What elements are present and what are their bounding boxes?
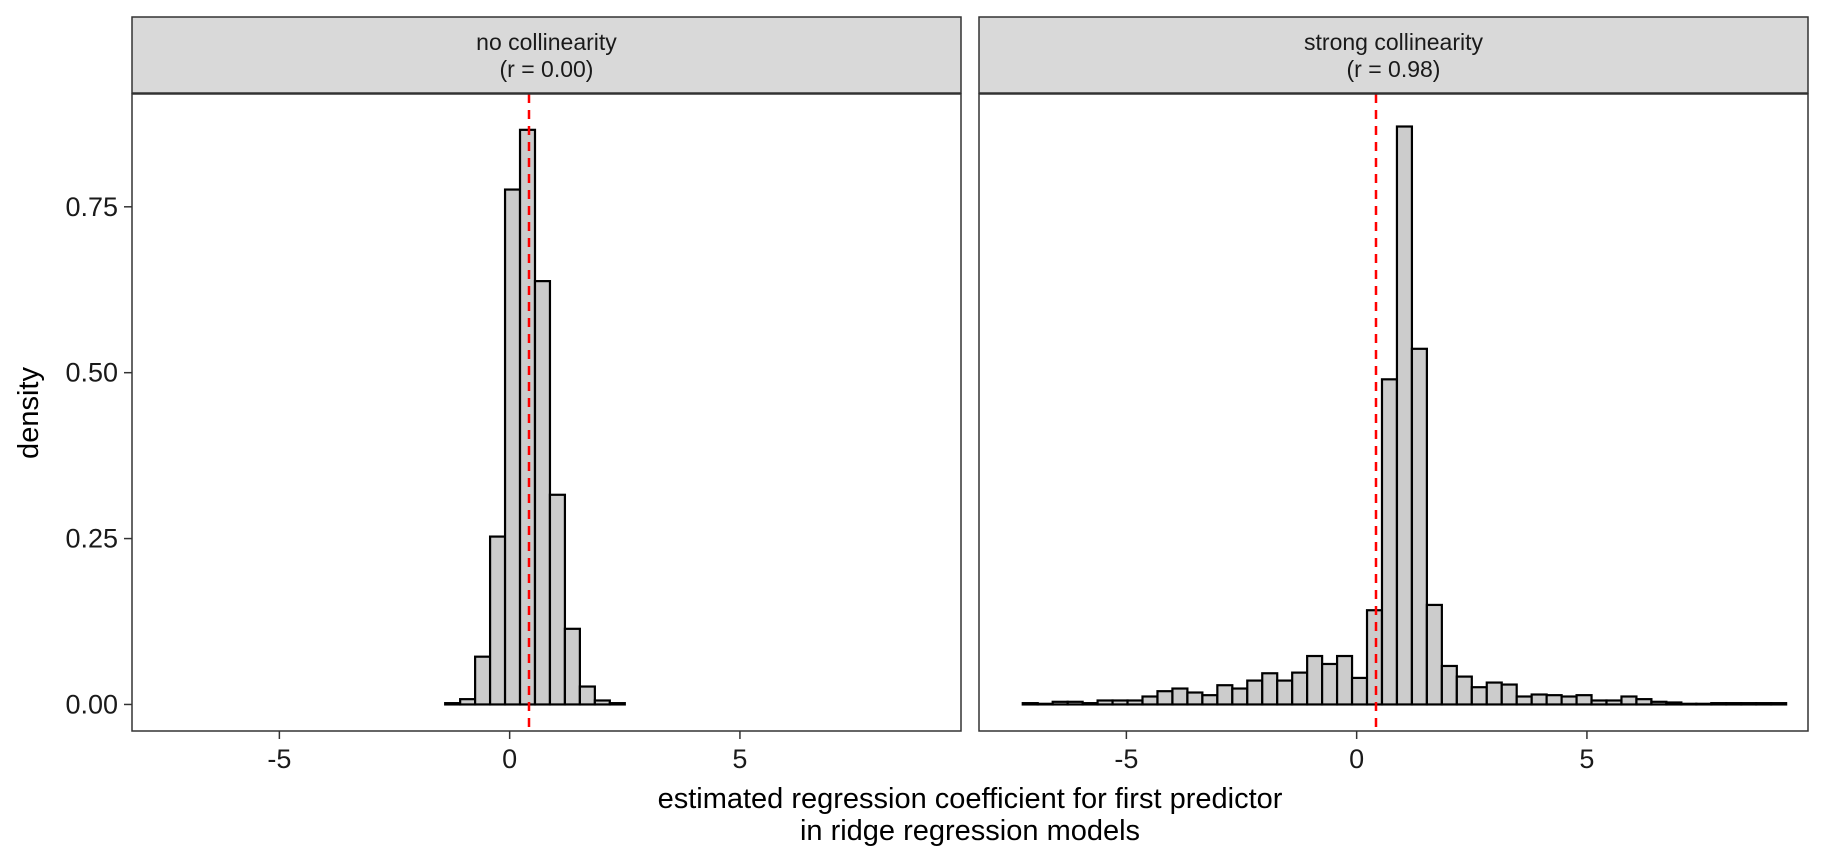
histogram-bar bbox=[1335, 654, 1354, 706]
histogram-bar bbox=[1530, 693, 1548, 706]
y-tick-label: 0.00 bbox=[65, 689, 118, 719]
histogram-bar bbox=[1171, 687, 1189, 706]
x-tick-label: 5 bbox=[732, 744, 747, 774]
strip-label-line2: (r = 0.00) bbox=[500, 56, 594, 82]
histogram-bar bbox=[563, 627, 581, 706]
histogram-bar bbox=[474, 655, 492, 706]
histogram-bar bbox=[1021, 702, 1039, 706]
histogram-bar bbox=[503, 188, 522, 706]
plot-border bbox=[978, 93, 1809, 732]
panel-no-collinearity: no collinearity (r = 0.00) -5 0 5 bbox=[131, 16, 962, 774]
strip-background bbox=[978, 16, 1809, 94]
histogram-bar bbox=[1111, 699, 1129, 706]
strip-label-line2: (r = 0.98) bbox=[1347, 56, 1441, 82]
histogram-bar bbox=[1246, 679, 1264, 706]
y-tick-label: 0.50 bbox=[65, 358, 118, 388]
histogram-bar bbox=[1590, 699, 1608, 706]
histogram-bar bbox=[608, 702, 626, 706]
x-axis-ticks: -5 0 5 bbox=[1114, 731, 1594, 774]
y-axis-ticks: 0.00 0.25 0.50 0.75 bbox=[65, 192, 132, 719]
histogram-bar bbox=[533, 280, 552, 706]
histogram-bar bbox=[1410, 347, 1428, 706]
histogram-bar bbox=[1216, 684, 1234, 706]
histogram-bar bbox=[1755, 702, 1773, 706]
histogram-bar bbox=[1380, 378, 1399, 706]
histogram-bar bbox=[1261, 672, 1279, 706]
histogram-bar bbox=[1066, 700, 1084, 706]
histogram-bar bbox=[459, 698, 477, 706]
y-tick-label: 0.75 bbox=[65, 192, 118, 222]
x-tick-label: 0 bbox=[1349, 744, 1364, 774]
x-tick-label: 0 bbox=[502, 744, 517, 774]
histogram-bar bbox=[1545, 694, 1563, 706]
panel-strong-collinearity: strong collinearity (r = 0.98) -5 0 5 bbox=[978, 16, 1809, 774]
histogram-bar bbox=[1560, 695, 1578, 706]
histogram-bar bbox=[1470, 686, 1488, 706]
histogram-bar bbox=[1680, 702, 1698, 706]
histogram-bar bbox=[1650, 700, 1668, 706]
histogram-bar bbox=[593, 699, 611, 706]
histogram-bar bbox=[1051, 700, 1069, 706]
histogram-bar bbox=[1186, 691, 1204, 706]
strip-label-line1: strong collinearity bbox=[1304, 29, 1483, 55]
histogram-bars bbox=[1021, 125, 1788, 706]
histogram-bar bbox=[1081, 702, 1099, 706]
x-tick-label: -5 bbox=[267, 744, 291, 774]
histogram-bar bbox=[1141, 695, 1159, 706]
histogram-bar bbox=[1635, 698, 1653, 706]
x-tick-label: -5 bbox=[1114, 744, 1138, 774]
histogram-bar bbox=[1231, 687, 1249, 706]
histogram-bar bbox=[1201, 694, 1219, 706]
histogram-bar bbox=[1485, 681, 1503, 706]
histogram-bar bbox=[1575, 694, 1593, 706]
histogram-bar bbox=[1096, 699, 1114, 706]
histogram-bar bbox=[1710, 702, 1728, 706]
histogram-bar bbox=[548, 493, 567, 706]
histogram-bar bbox=[1695, 702, 1713, 706]
x-axis-title-line2: in ridge regression models bbox=[800, 815, 1140, 847]
histogram-bar bbox=[1395, 125, 1414, 706]
plot-border bbox=[131, 93, 962, 732]
histogram-bars bbox=[444, 128, 626, 706]
histogram-bar bbox=[1276, 679, 1294, 706]
histogram-bar bbox=[1036, 702, 1054, 706]
histogram-bar bbox=[1605, 699, 1623, 706]
histogram-bar bbox=[1620, 695, 1638, 706]
histogram-bar bbox=[1770, 702, 1788, 706]
histogram-bar bbox=[1291, 671, 1309, 706]
histogram-bar bbox=[1306, 654, 1324, 706]
histogram-bar bbox=[1156, 690, 1174, 706]
histogram-bar bbox=[1725, 702, 1743, 706]
histogram-bar bbox=[1350, 676, 1369, 706]
histogram-bar bbox=[1455, 675, 1473, 706]
strip-label-line1: no collinearity bbox=[476, 29, 617, 55]
histogram-bar bbox=[1665, 701, 1683, 706]
strip-background bbox=[131, 16, 962, 94]
histogram-bar bbox=[1126, 699, 1144, 706]
histogram-bar bbox=[1440, 664, 1458, 706]
x-tick-label: 5 bbox=[1579, 744, 1594, 774]
histogram-bar bbox=[1365, 609, 1384, 706]
x-axis-ticks: -5 0 5 bbox=[267, 731, 747, 774]
histogram-bar bbox=[444, 702, 462, 706]
histogram-bar bbox=[1515, 695, 1533, 706]
histogram-bar bbox=[1500, 683, 1518, 706]
y-axis-title: density bbox=[13, 367, 45, 459]
histogram-bar bbox=[1321, 662, 1339, 706]
histogram-bar bbox=[518, 128, 537, 706]
histogram-bar bbox=[1740, 702, 1758, 706]
histogram-bar bbox=[1425, 603, 1443, 706]
histogram-bar bbox=[488, 535, 507, 706]
y-tick-label: 0.25 bbox=[65, 524, 118, 554]
x-axis-title-line1: estimated regression coefficient for fir… bbox=[658, 783, 1283, 815]
histogram-bar bbox=[578, 685, 596, 706]
